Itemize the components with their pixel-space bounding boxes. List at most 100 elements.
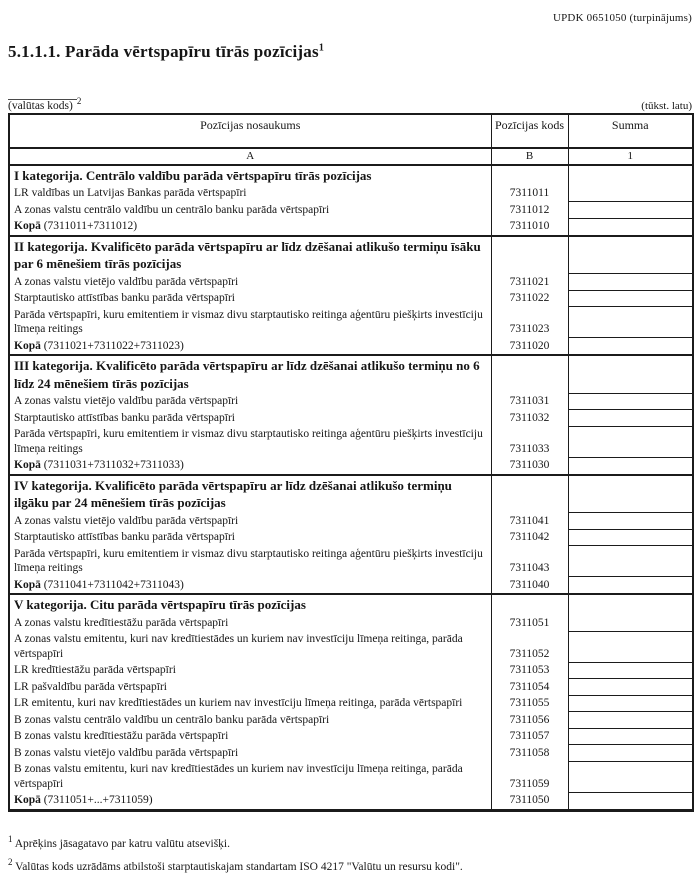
position-name-cell: Parāda vērtspapīri, kuru emitentiem ir v… — [9, 545, 492, 577]
page-title: 5.1.1.1. Parāda vērtspapīru tīrās pozīci… — [8, 42, 692, 62]
position-name-cell: A zonas valstu centrālo valdību un centr… — [9, 201, 492, 219]
position-name-cell: A zonas valstu kredītiestāžu parāda vērt… — [9, 614, 492, 632]
table-row: A zonas valstu centrālo valdību un centr… — [9, 201, 693, 219]
position-name-label: Parāda vērtspapīri, kuru emitentiem ir v… — [14, 308, 483, 336]
sum-input-cell[interactable] — [567, 593, 693, 615]
sum-input-cell[interactable] — [567, 163, 693, 186]
section-heading-row: II kategorija. Kvalificēto parāda vērtsp… — [9, 234, 693, 275]
table-row: Parāda vērtspapīri, kuru emitentiem ir v… — [9, 426, 693, 458]
sum-input-cell[interactable] — [567, 337, 693, 356]
sum-input-cell[interactable] — [567, 306, 693, 339]
currency-code-field[interactable]: (valūtas kods) 2 — [8, 96, 81, 112]
position-code-cell: 7311056 — [491, 711, 569, 729]
position-name-cell: B zonas valstu emitentu, kuri nav kredīt… — [9, 761, 492, 793]
sum-input-cell[interactable] — [567, 218, 693, 237]
sum-input-cell[interactable] — [567, 409, 693, 427]
section-heading-row: I kategorija. Centrālo valdību parāda vē… — [9, 163, 693, 186]
position-name-label: (7311031+7311032+7311033) — [40, 459, 184, 472]
table-row: Starptautisko attīstības banku parāda vē… — [9, 290, 693, 308]
sum-input-cell[interactable] — [567, 631, 693, 663]
sum-input-cell[interactable] — [567, 695, 693, 713]
position-name-bold: Kopā — [14, 220, 41, 233]
table-row: A zonas valstu kredītiestāžu parāda vērt… — [9, 614, 693, 632]
position-name-cell: Kopā (7311021+7311022+7311023) — [9, 337, 492, 356]
position-name-cell: A zonas valstu vietējo valdību parāda vē… — [9, 273, 492, 291]
sum-input-cell[interactable] — [567, 662, 693, 680]
position-name-cell: B zonas valstu centrālo valdību un centr… — [9, 711, 492, 729]
position-name-cell: Starptautisko attīstības banku parāda vē… — [9, 529, 492, 546]
position-name-label: A zonas valstu kredītiestāžu parāda vērt… — [14, 616, 229, 629]
sum-input-cell[interactable] — [567, 728, 693, 746]
footnote-1-mark: 1 — [8, 833, 13, 844]
position-code-cell: 7311053 — [491, 662, 569, 679]
position-name-cell: LR pašvaldību parāda vērtspapīri — [9, 678, 492, 696]
position-name-bold: Kopā — [14, 794, 41, 807]
sum-input-cell[interactable] — [567, 529, 693, 547]
footnotes: 1 Aprēķins jāsagatavo par katru valūtu a… — [8, 830, 692, 876]
sum-input-cell[interactable] — [567, 185, 693, 203]
section-heading-row: III kategorija. Kvalificēto parāda vērts… — [9, 354, 693, 394]
table-row: LR emitentu, kuri nav kredītiestādes un … — [9, 695, 693, 713]
table-row: Kopā (7311051+...+7311059) 7311050 — [9, 792, 693, 811]
column-header-row: Pozīcijas nosaukums Pozīcijas kods Summa — [9, 113, 693, 149]
column-header-name: Pozīcijas nosaukums — [9, 113, 492, 149]
currency-code-footnote-mark: 2 — [76, 96, 82, 106]
section-heading-row: IV kategorija. Kvalificēto parāda vērtsp… — [9, 473, 693, 514]
footnote-2-text: Valūtas kods uzrādāms atbilstoši starpta… — [15, 860, 463, 873]
sum-input-cell[interactable] — [567, 614, 693, 632]
sum-input-cell[interactable] — [567, 273, 693, 291]
sum-input-cell[interactable] — [567, 792, 693, 811]
position-code-cell: 7311012 — [491, 201, 569, 219]
sum-input-cell[interactable] — [567, 711, 693, 729]
column-letter-sum: 1 — [568, 147, 693, 166]
position-code-cell: 7311054 — [491, 678, 569, 696]
currency-code-label: (valūtas kods) — [8, 98, 77, 112]
position-code-cell: 7311021 — [491, 273, 569, 291]
position-name-cell: Starptautisko attīstības banku parāda vē… — [9, 290, 492, 307]
sum-input-cell[interactable] — [567, 426, 693, 458]
section-heading: I kategorija. Centrālo valdību parāda vē… — [9, 163, 492, 186]
positions-table: Pozīcijas nosaukums Pozīcijas kods Summa… — [8, 112, 694, 812]
table-row: Starptautisko attīstības banku parāda vē… — [9, 529, 693, 547]
position-code-cell: 7311033 — [491, 426, 569, 458]
column-header-sum: Summa — [568, 113, 693, 149]
table-row: Kopā (7311021+7311022+7311023) 7311020 — [9, 337, 693, 356]
position-name-cell: Kopā (7311011+7311012) — [9, 218, 492, 236]
sum-input-cell[interactable] — [567, 457, 693, 476]
sum-input-cell[interactable] — [567, 354, 693, 394]
position-name-label: LR valdības un Latvijas Bankas parāda vē… — [14, 187, 247, 200]
position-code-cell: 7311020 — [491, 337, 569, 356]
position-name-label: (7311051+...+7311059) — [40, 794, 153, 807]
table-row: Starptautisko attīstības banku parāda vē… — [9, 409, 693, 427]
position-code-cell: 7311050 — [491, 792, 569, 811]
sum-input-cell[interactable] — [567, 393, 693, 411]
table-row: Parāda vērtspapīri, kuru emitentiem ir v… — [9, 545, 693, 578]
sum-input-cell[interactable] — [567, 761, 693, 793]
sum-input-cell[interactable] — [567, 545, 693, 578]
position-name-label: B zonas valstu vietējo valdību parāda vē… — [14, 746, 239, 759]
footnote-2-mark: 2 — [8, 856, 13, 867]
position-code-cell: 7311011 — [491, 185, 569, 202]
position-code-cell: 7311042 — [491, 529, 569, 546]
position-code-cell: 7311040 — [491, 576, 569, 595]
section-heading-code-cell — [491, 593, 569, 615]
sum-input-cell[interactable] — [567, 473, 693, 514]
sum-input-cell[interactable] — [567, 512, 693, 530]
position-name-label: A zonas valstu centrālo valdību un centr… — [14, 203, 330, 216]
sum-input-cell[interactable] — [567, 290, 693, 308]
table-row: LR valdības un Latvijas Bankas parāda vē… — [9, 185, 693, 203]
sum-input-cell[interactable] — [567, 234, 693, 275]
units-label: (tūkst. latu) — [641, 99, 692, 112]
position-name-cell: Starptautisko attīstības banku parāda vē… — [9, 409, 492, 427]
form-reference: UPDK 0651050 (turpinājums) — [552, 12, 692, 24]
position-code-cell: 7311052 — [491, 631, 569, 663]
sum-input-cell[interactable] — [567, 576, 693, 595]
sum-input-cell[interactable] — [567, 678, 693, 696]
position-name-label: A zonas valstu vietējo valdību parāda vē… — [14, 275, 239, 288]
position-name-label: B zonas valstu kredītiestāžu parāda vērt… — [14, 730, 229, 743]
sum-input-cell[interactable] — [567, 744, 693, 762]
table-row: B zonas valstu emitentu, kuri nav kredīt… — [9, 761, 693, 793]
sum-input-cell[interactable] — [567, 201, 693, 219]
position-name-cell: A zonas valstu vietējo valdību parāda vē… — [9, 512, 492, 530]
position-code-cell: 7311030 — [491, 457, 569, 475]
